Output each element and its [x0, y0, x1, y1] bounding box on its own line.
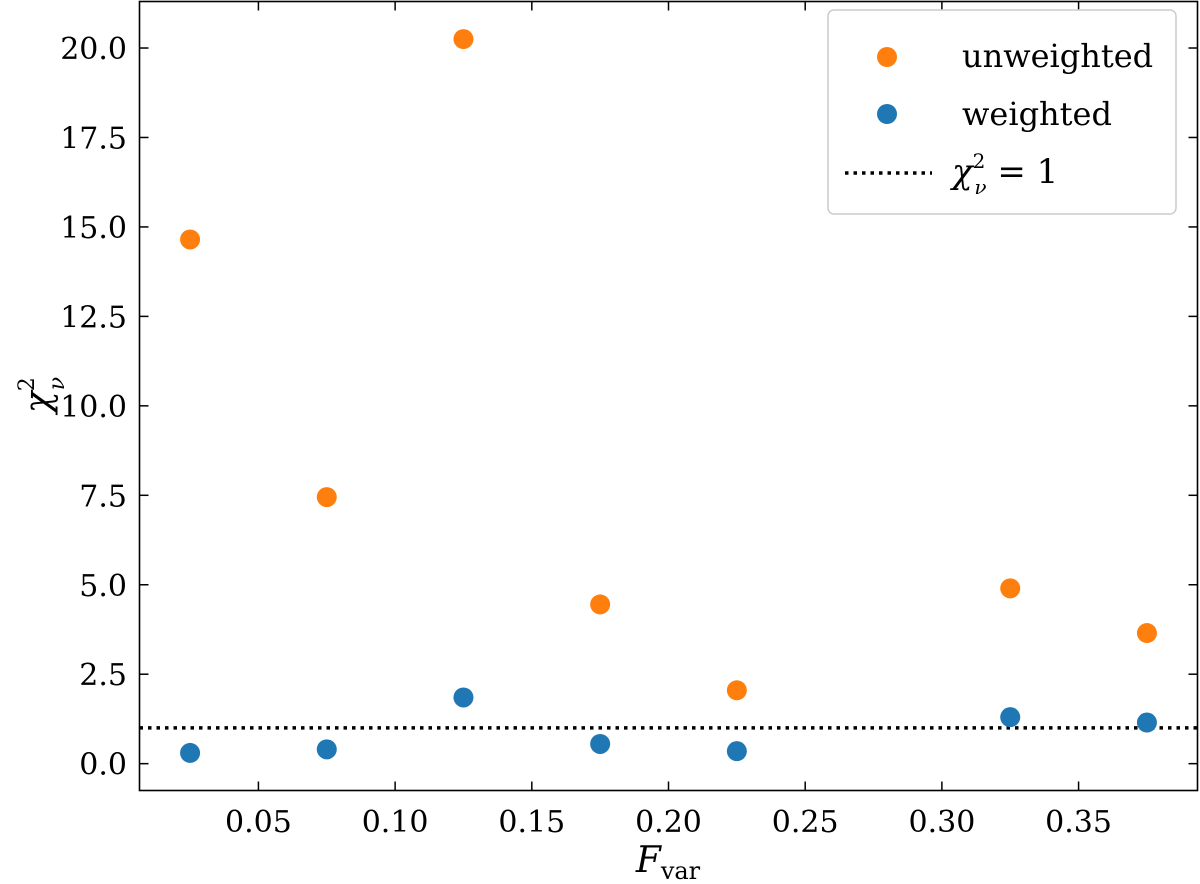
point-unweighted [1000, 578, 1021, 599]
data-points [180, 29, 1157, 763]
point-unweighted [726, 680, 747, 701]
y-tick-label: 20.0 [60, 32, 127, 67]
legend-marker-weighted [877, 104, 897, 124]
point-unweighted [316, 487, 337, 508]
point-weighted [590, 733, 611, 754]
y-axis-title-main: χ [18, 389, 59, 416]
y-tick-label: 15.0 [60, 211, 127, 246]
point-weighted [1000, 707, 1021, 728]
y-axis-title-superscript: 2 [15, 377, 40, 391]
legend: unweighted weighted χ2 ν = 1 [827, 9, 1177, 215]
x-tick-label: 0.10 [362, 805, 429, 840]
point-weighted [1136, 712, 1157, 733]
plot-frame [138, 0, 1199, 792]
legend-ref-sup: 2 [973, 149, 986, 173]
y-tick-label: 0.0 [79, 748, 127, 783]
x-axis-title: Fvar [635, 840, 701, 884]
x-tick-label: 0.05 [225, 805, 292, 840]
point-unweighted [590, 594, 611, 615]
y-tick-label: 7.5 [79, 479, 127, 514]
x-tick-label: 0.20 [635, 805, 702, 840]
legend-label-weighted: weighted [962, 95, 1112, 133]
legend-ref-lhs: χ [950, 152, 975, 192]
point-weighted [180, 742, 201, 763]
y-tick-label: 2.5 [79, 658, 127, 693]
legend-ref-sub: ν [974, 175, 986, 199]
legend-ref-rhs: = 1 [987, 152, 1059, 192]
y-axis-title-subscript: ν [45, 377, 70, 390]
legend-marker-unweighted [877, 47, 897, 67]
axis-ticks: 0.05 0.10 0.15 0.20 0.25 0.30 0.35 0.0 2.5 5.0 7.5… [60, 1, 1198, 840]
legend-label-unweighted: unweighted [962, 37, 1153, 75]
legend-label-reference-line: χ2 ν = 1 [950, 149, 1058, 199]
point-unweighted [453, 29, 474, 50]
y-tick-label: 10.0 [60, 390, 127, 425]
x-axis-title-main: F [635, 840, 663, 881]
point-unweighted [180, 229, 201, 250]
point-weighted [453, 687, 474, 708]
svg-text:χ2ν: χ2 ν [15, 377, 70, 416]
y-tick-label: 12.5 [60, 300, 127, 335]
point-weighted [316, 739, 337, 760]
point-unweighted [1136, 623, 1157, 644]
y-tick-label: 17.5 [60, 121, 127, 156]
x-tick-label: 0.15 [498, 805, 565, 840]
x-tick-label: 0.25 [772, 805, 839, 840]
y-tick-label: 5.0 [79, 569, 127, 604]
legend-box [827, 9, 1177, 215]
y-axis-title: χ2 ν [15, 377, 70, 416]
point-weighted [726, 741, 747, 762]
x-axis-title-subscript: var [660, 857, 701, 884]
x-tick-label: 0.35 [1045, 805, 1112, 840]
x-tick-label: 0.30 [908, 805, 975, 840]
